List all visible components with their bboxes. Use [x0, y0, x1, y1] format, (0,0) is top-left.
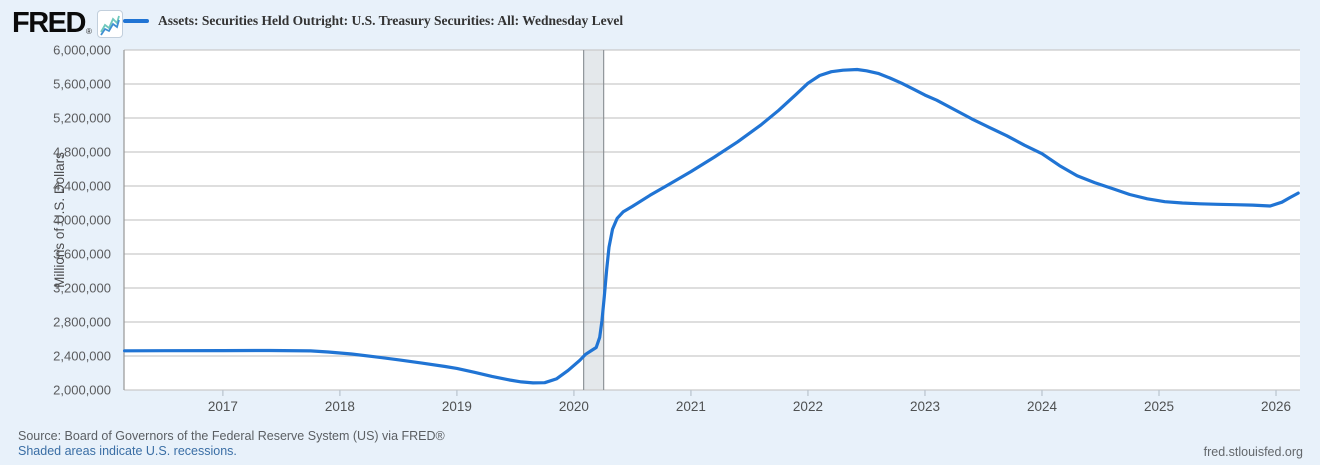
y-tick-label: 2,800,000	[53, 315, 111, 330]
x-tick-label: 2018	[325, 399, 355, 414]
y-tick-label: 4,400,000	[53, 179, 111, 194]
y-axis-title: Millions of U.S. Dollars	[52, 152, 67, 288]
fred-site-link[interactable]: fred.stlouisfed.org	[1203, 445, 1303, 459]
fred-logo[interactable]: FRED ®	[12, 9, 123, 38]
sparkline-chart-icon	[96, 10, 123, 38]
y-tick-label: 2,000,000	[53, 383, 111, 398]
x-tick-label: 2017	[208, 399, 238, 414]
y-tick-label: 3,200,000	[53, 281, 111, 296]
x-tick-label: 2025	[1144, 399, 1174, 414]
series-title: Assets: Securities Held Outright: U.S. T…	[158, 13, 624, 28]
source-attribution: Source: Board of Governors of the Federa…	[18, 429, 445, 443]
x-tick-label: 2020	[559, 399, 589, 414]
y-tick-label: 4,800,000	[53, 145, 111, 160]
x-tick-label: 2023	[910, 399, 940, 414]
x-tick-label: 2019	[442, 399, 472, 414]
series-legend: Assets: Securities Held Outright: U.S. T…	[123, 13, 623, 29]
y-tick-label: 5,600,000	[53, 77, 111, 92]
y-tick-label: 5,200,000	[53, 111, 111, 126]
legend-line-swatch	[123, 19, 149, 23]
series-line[interactable]	[122, 67, 1300, 385]
registered-trademark-mark: ®	[85, 27, 92, 36]
y-tick-label: 2,400,000	[53, 349, 111, 364]
x-tick-label: 2026	[1261, 399, 1291, 414]
x-tick-label: 2021	[676, 399, 706, 414]
x-tick-label: 2024	[1027, 399, 1058, 414]
y-tick-label: 4,000,000	[53, 213, 111, 228]
recession-note-link[interactable]: Shaded areas indicate U.S. recessions.	[18, 444, 237, 458]
y-tick-label: 6,000,000	[53, 43, 111, 58]
x-tick-label: 2022	[793, 399, 823, 414]
y-tick-label: 3,600,000	[53, 247, 111, 262]
fred-logo-text: FRED	[12, 7, 86, 39]
